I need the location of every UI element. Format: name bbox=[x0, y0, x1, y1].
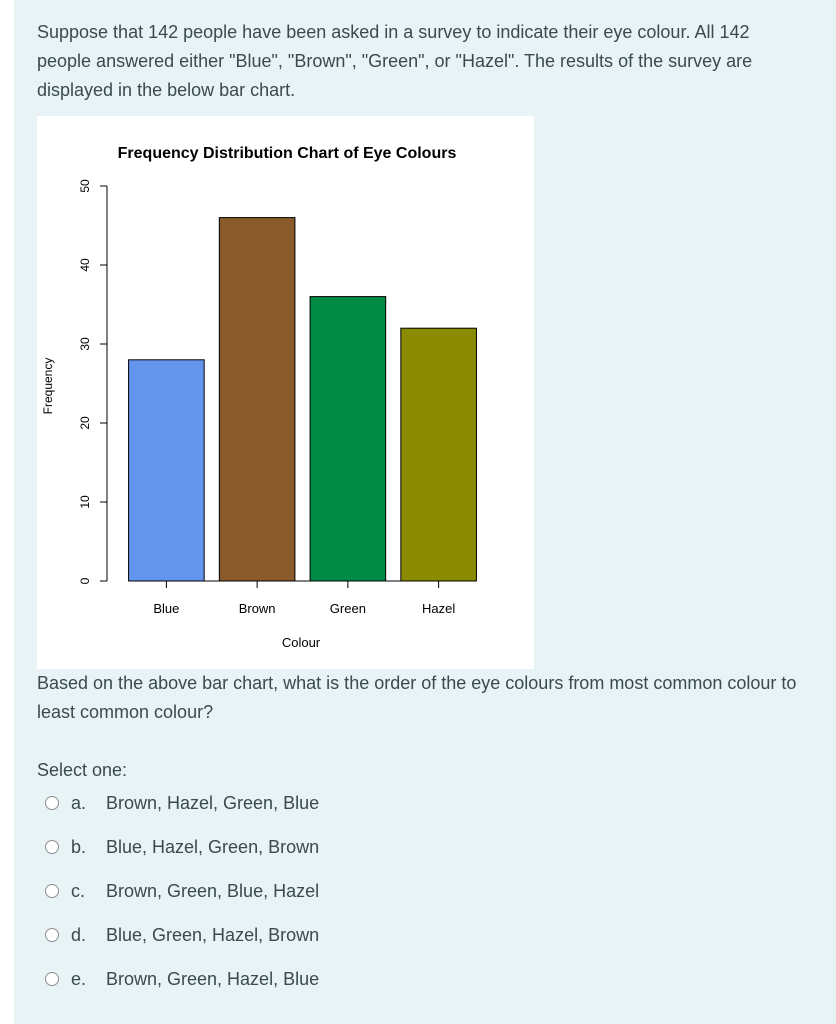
question-intro: Suppose that 142 people have been asked … bbox=[37, 22, 753, 100]
option-letter: e. bbox=[71, 968, 87, 989]
bar-brown bbox=[218, 217, 296, 582]
y-tick-label: 0 bbox=[78, 577, 92, 584]
option-letter: b. bbox=[71, 836, 87, 857]
radio-b[interactable] bbox=[45, 840, 59, 854]
option-text: Brown, Hazel, Green, Blue bbox=[106, 792, 320, 813]
x-tick-label: Hazel bbox=[422, 601, 455, 616]
option-b[interactable]: b. Blue, Hazel, Green, Brown bbox=[45, 831, 365, 863]
option-text: Brown, Green, Blue, Hazel bbox=[106, 880, 320, 901]
select-one-label: Select one: bbox=[37, 760, 128, 780]
option-text: Blue, Hazel, Green, Brown bbox=[106, 836, 320, 857]
y-tick-label: 20 bbox=[78, 416, 92, 430]
option-d[interactable]: d. Blue, Green, Hazel, Brown bbox=[45, 919, 365, 951]
radio-c[interactable] bbox=[45, 884, 59, 898]
option-letter: d. bbox=[71, 924, 87, 945]
chart-title: Frequency Distribution Chart of Eye Colo… bbox=[118, 145, 457, 162]
bar-hazel bbox=[400, 327, 477, 582]
bar-blue bbox=[128, 359, 205, 582]
bars-group bbox=[128, 217, 477, 582]
x-axis: Blue Brown Green Hazel bbox=[153, 580, 455, 616]
option-text: Blue, Green, Hazel, Brown bbox=[106, 924, 320, 945]
option-c[interactable]: c. Brown, Green, Blue, Hazel bbox=[45, 875, 365, 907]
y-tick-label: 10 bbox=[78, 495, 92, 509]
x-tick-label: Brown bbox=[239, 601, 276, 616]
y-tick-label: 30 bbox=[78, 337, 92, 351]
y-tick-label: 40 bbox=[78, 258, 92, 272]
x-tick-label: Green bbox=[330, 601, 366, 616]
option-text: Brown, Green, Hazel, Blue bbox=[106, 968, 320, 989]
x-axis-label: Colour bbox=[282, 635, 321, 650]
y-axis: 0 10 20 30 40 50 bbox=[78, 179, 108, 584]
option-e[interactable]: e. Brown, Green, Hazel, Blue bbox=[45, 963, 365, 995]
y-tick-label: 50 bbox=[78, 179, 92, 193]
radio-e[interactable] bbox=[45, 972, 59, 986]
option-a[interactable]: a. Brown, Hazel, Green, Blue bbox=[45, 787, 365, 819]
radio-d[interactable] bbox=[45, 928, 59, 942]
bar-chart: Frequency Distribution Chart of Eye Colo… bbox=[37, 116, 534, 669]
chart-svg: Frequency Distribution Chart of Eye Colo… bbox=[41, 145, 477, 650]
radio-a[interactable] bbox=[45, 796, 59, 810]
option-letter: c. bbox=[71, 880, 86, 901]
bar-green bbox=[309, 296, 387, 582]
y-axis-label: Frequency bbox=[41, 358, 55, 415]
question-prompt: Based on the above bar chart, what is th… bbox=[37, 673, 797, 722]
option-letter: a. bbox=[71, 792, 87, 813]
x-tick-label: Blue bbox=[153, 601, 179, 616]
